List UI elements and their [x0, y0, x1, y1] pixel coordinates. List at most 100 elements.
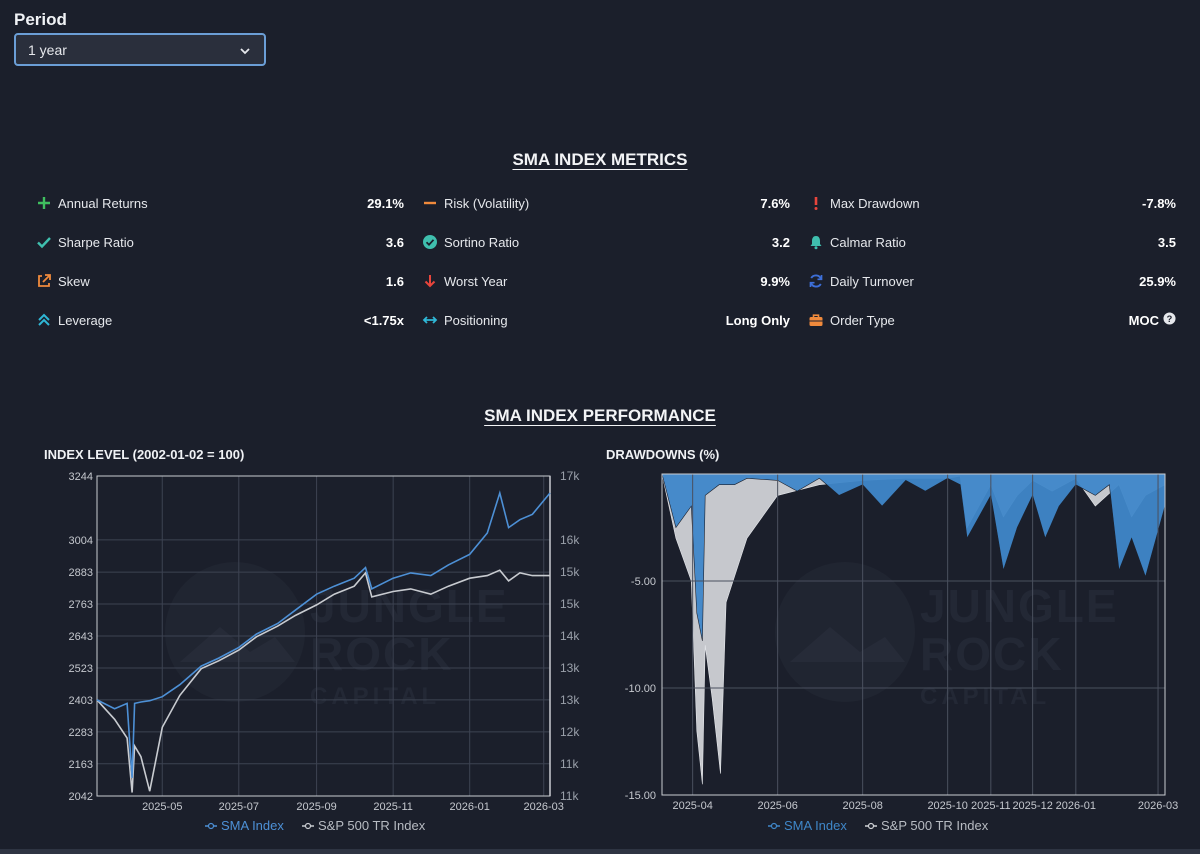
metric-leverage: Leverage <1.75x — [36, 303, 404, 337]
grid — [97, 475, 550, 797]
external-link-icon — [36, 273, 52, 289]
metric-label: Risk (Volatility) — [444, 195, 530, 211]
horizontal-arrows-icon — [422, 312, 438, 328]
minus-icon — [422, 195, 438, 211]
x-tick: 2026-01 — [1056, 800, 1096, 812]
metric-skew: Skew 1.6 — [36, 264, 404, 298]
period-select[interactable]: 1 year — [14, 33, 266, 66]
drawdowns-chart-title: DRAWDOWNS (%) — [606, 447, 720, 462]
metric-value: 3.5 — [1157, 234, 1176, 250]
metric-worst-year: Worst Year 9.9% — [422, 264, 790, 298]
x-tick: 2025-09 — [296, 801, 336, 813]
performance-title: SMA INDEX PERFORMANCE — [484, 406, 716, 425]
x-tick: 2025-10 — [927, 800, 967, 812]
metrics-title: SMA INDEX METRICS — [512, 150, 688, 169]
watermark-text: ROCK — [920, 628, 1063, 680]
metric-daily-turnover: Daily Turnover 25.9% — [808, 264, 1176, 298]
y-tick-right: 13k — [560, 661, 580, 675]
legend-item[interactable]: SMA Index — [205, 818, 284, 833]
y-tick-left: 2883 — [69, 567, 93, 579]
x-tick: 2025-11 — [373, 801, 413, 813]
bell-icon — [808, 234, 824, 250]
watermark-text: JUNGLE — [920, 580, 1119, 632]
period-selected-value: 1 year — [28, 41, 67, 58]
help-icon[interactable]: ? — [1163, 312, 1176, 328]
double-chevron-up-icon — [36, 312, 52, 328]
y-tick-right: 13k — [560, 693, 580, 707]
series-line-sma-index — [96, 490, 551, 778]
metric-value: 3.6 — [385, 234, 404, 250]
y-tick-right: 14k — [560, 629, 580, 643]
y-tick: -15.00 — [625, 790, 656, 802]
metric-value: 3.2 — [771, 234, 790, 250]
metric-value-wrap: 7.6% — [760, 196, 790, 211]
metric-label: Leverage — [58, 312, 113, 328]
legend-label: S&P 500 TR Index — [318, 818, 426, 833]
metric-value: 1.6 — [385, 273, 404, 289]
series-line-sp500-tr-index — [96, 569, 550, 793]
footer-bar — [0, 849, 1200, 854]
metric-risk-volatility: Risk (Volatility) 7.6% — [422, 186, 790, 220]
x-tick: 2026-01 — [450, 801, 490, 813]
legend-label: S&P 500 TR Index — [881, 818, 989, 833]
y-tick-left: 2283 — [69, 727, 93, 739]
metric-label: Annual Returns — [58, 195, 148, 211]
period-label: Period — [14, 10, 67, 29]
metric-value-wrap: 3.5 — [1158, 235, 1176, 250]
x-tick: 2026-03 — [524, 801, 564, 813]
metric-value: <1.75x — [363, 312, 404, 328]
metric-value: MOC — [1128, 312, 1159, 328]
legend-item[interactable]: S&P 500 TR Index — [865, 818, 989, 833]
metric-value: 9.9% — [760, 273, 790, 289]
metric-label: Order Type — [830, 312, 895, 328]
watermark-text: CAPITAL — [310, 683, 440, 710]
legend-label: SMA Index — [784, 818, 847, 833]
metric-annual-returns: Annual Returns 29.1% — [36, 186, 404, 220]
y-tick-left: 2163 — [69, 759, 93, 771]
metric-label: Calmar Ratio — [830, 234, 906, 250]
x-tick: 2025-12 — [1012, 800, 1052, 812]
metric-value-wrap: <1.75x — [364, 313, 404, 328]
y-tick-right: 17k — [560, 469, 580, 483]
x-tick: 2025-05 — [142, 801, 182, 813]
metric-value: -7.8% — [1142, 195, 1176, 211]
watermark-text: JUNGLE — [310, 580, 509, 632]
y-tick: -10.00 — [625, 683, 656, 695]
legend-label: SMA Index — [221, 818, 284, 833]
y-tick-left: 2763 — [69, 599, 93, 611]
x-tick: 2025-04 — [672, 800, 712, 812]
metric-value: 7.6% — [760, 195, 790, 211]
metric-label: Sharpe Ratio — [58, 234, 134, 250]
x-tick: 2025-06 — [757, 800, 797, 812]
plus-icon — [36, 195, 52, 211]
legend-item[interactable]: SMA Index — [768, 818, 847, 833]
legend: SMA Index S&P 500 TR Index — [768, 818, 989, 833]
y-tick-left: 3244 — [69, 471, 93, 483]
y-tick-right: 11k — [560, 757, 579, 771]
legend-item[interactable]: S&P 500 TR Index — [302, 818, 426, 833]
refresh-icon — [808, 273, 824, 289]
metric-label: Skew — [58, 273, 90, 289]
y-tick-left: 2403 — [69, 695, 93, 707]
metric-label: Sortino Ratio — [444, 234, 520, 250]
metric-max-drawdown: Max Drawdown -7.8% — [808, 186, 1176, 220]
metric-sortino-ratio: Sortino Ratio 3.2 — [422, 225, 790, 259]
y-tick: -5.00 — [631, 576, 656, 588]
metric-sharpe-ratio: Sharpe Ratio 3.6 — [36, 225, 404, 259]
y-tick-right: 16k — [560, 533, 580, 547]
metric-label: Positioning — [444, 312, 508, 328]
metric-value: 29.1% — [367, 195, 404, 211]
metric-value-wrap: 9.9% — [760, 274, 790, 289]
metric-value-wrap: Long Only — [726, 313, 790, 328]
metric-label: Worst Year — [444, 273, 508, 289]
metric-value-wrap: MOC? — [1129, 312, 1176, 328]
metric-value: Long Only — [725, 312, 790, 328]
exclamation-icon — [808, 195, 824, 211]
metric-calmar-ratio: Calmar Ratio 3.5 — [808, 225, 1176, 259]
y-tick-left: 3004 — [69, 535, 93, 547]
arrow-down-icon — [422, 273, 438, 289]
metric-value: 25.9% — [1139, 273, 1176, 289]
